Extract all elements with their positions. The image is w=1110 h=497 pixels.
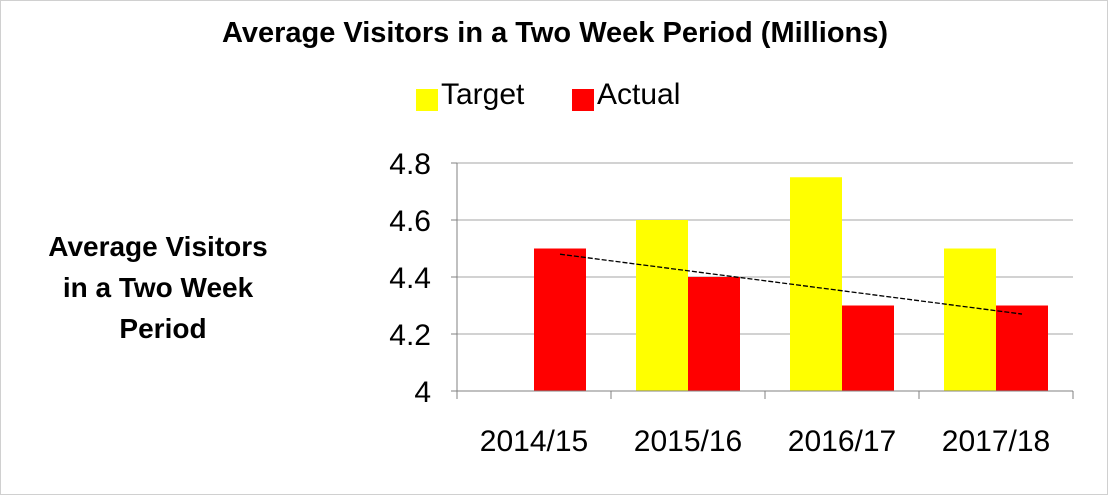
y-axis-label-line-3: Period <box>119 313 206 344</box>
y-axis-label-line-1: Average Visitors <box>48 231 267 262</box>
legend-label-actual: Actual <box>597 78 680 111</box>
trendline-actual <box>559 253 1023 315</box>
y-axis-label: Average Visitors in a Two Week Period <box>48 231 267 344</box>
axes <box>456 163 1074 399</box>
chart-title: Average Visitors in a Two Week Period (M… <box>222 17 888 49</box>
bar-actual <box>688 277 740 391</box>
x-tick-label: 2016/17 <box>788 425 896 458</box>
legend-swatch-target <box>416 89 438 111</box>
y-tick-label: 4.8 <box>389 148 431 181</box>
y-tick-labels: 4 4.2 4.4 4.6 4.8 <box>389 148 431 409</box>
bar-actual <box>842 305 894 391</box>
y-tick-label: 4 <box>414 376 431 409</box>
legend-swatch-actual <box>572 89 594 111</box>
bar-target <box>790 177 842 391</box>
y-tick-label: 4.2 <box>389 319 431 352</box>
legend-label-target: Target <box>441 78 525 111</box>
y-tick-label: 4.6 <box>389 205 431 238</box>
bar-target <box>636 220 688 391</box>
x-tick-label: 2017/18 <box>942 425 1050 458</box>
y-axis-label-line-2: in a Two Week <box>63 272 254 303</box>
y-tick-label: 4.4 <box>389 262 431 295</box>
x-tick-labels: 2014/15 2015/16 2016/17 2017/18 <box>480 425 1050 458</box>
bar-actual <box>996 305 1048 391</box>
bars <box>534 177 1048 391</box>
bar-actual <box>534 248 586 391</box>
x-tick-label: 2015/16 <box>634 425 742 458</box>
bar-target <box>944 248 996 391</box>
legend: Target Actual <box>416 78 680 111</box>
x-tick-label: 2014/15 <box>480 425 588 458</box>
trendline <box>559 253 1023 315</box>
